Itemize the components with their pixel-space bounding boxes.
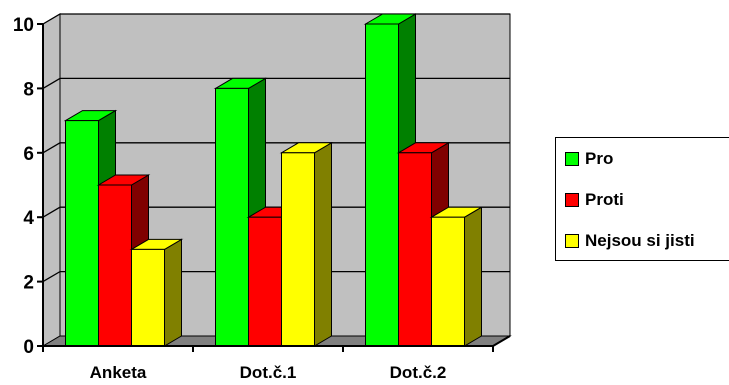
axes — [37, 23, 511, 352]
gridline-2 — [42, 270, 510, 283]
bar-nejsou-si-jisti-dot-2 — [429, 206, 484, 347]
gridline-10 — [42, 13, 510, 25]
legend-swatch-proti — [565, 193, 579, 207]
bar-side — [314, 141, 332, 347]
bar-nejsou-si-jisti-anketa — [129, 238, 184, 347]
y-tick-label-8: 8 — [23, 79, 34, 100]
x-tick-label-dot-1: Dot.č.1 — [240, 363, 297, 382]
legend-swatch-pro — [565, 152, 579, 166]
y-tick-label-0: 0 — [23, 337, 34, 358]
bars — [63, 13, 484, 347]
y-tick-label-2: 2 — [23, 273, 34, 294]
bar-nejsou-si-jisti-dot-1 — [279, 141, 334, 347]
gridline-4 — [42, 206, 510, 218]
bar-front — [431, 216, 465, 347]
bar-front — [281, 152, 315, 347]
legend-item-nejsou-si-jisti: Nejsou si jisti — [565, 231, 695, 251]
x-tick-label-anketa: Anketa — [90, 363, 147, 382]
bar-front — [365, 23, 399, 347]
bar-front — [248, 216, 282, 347]
bar-front — [398, 152, 432, 347]
bar-side — [464, 206, 482, 347]
x-tick-label-dot-2: Dot.č.2 — [390, 363, 447, 382]
bar-side — [164, 238, 182, 347]
legend-item-pro: Pro — [565, 149, 613, 169]
legend-swatch-nejsou-si-jisti — [565, 234, 579, 248]
legend-item-proti: Proti — [565, 190, 624, 210]
x-tick-labels: Anketa Dot.č.1 Dot.č.2 — [90, 363, 447, 382]
legend-label-pro: Pro — [585, 149, 614, 168]
gridline-8 — [42, 77, 510, 89]
gridlines — [42, 13, 510, 283]
bar-front — [98, 184, 132, 347]
side-wall — [42, 13, 61, 347]
y-tick-label-4: 4 — [23, 208, 34, 229]
y-tick-label-6: 6 — [23, 144, 34, 165]
legend-label-nejsou-si-jisti: Nejsou si jisti — [585, 231, 695, 250]
y-tick-labels: 0 2 4 6 8 10 — [13, 15, 35, 358]
bar-front — [65, 120, 99, 347]
x-axis-depth — [492, 335, 511, 347]
gridline-6 — [42, 142, 510, 154]
bar-front — [131, 248, 165, 347]
legend: Pro Proti Nejsou si jisti — [555, 137, 729, 261]
bar-front — [215, 87, 249, 347]
legend-label-proti: Proti — [585, 190, 624, 209]
y-tick-label-10: 10 — [13, 15, 34, 36]
